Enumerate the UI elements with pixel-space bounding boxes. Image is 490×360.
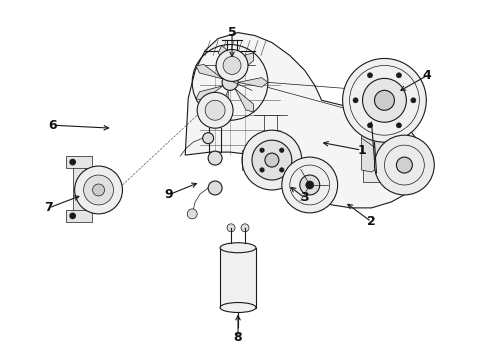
Polygon shape [73,165,85,215]
Circle shape [74,166,122,214]
Text: 6: 6 [49,119,57,132]
Circle shape [280,168,284,172]
Circle shape [396,157,413,173]
Circle shape [84,175,114,205]
Circle shape [411,98,416,103]
Circle shape [203,133,214,144]
Circle shape [197,92,233,128]
Circle shape [70,159,75,165]
Text: 8: 8 [234,331,243,344]
Polygon shape [235,53,254,76]
Circle shape [374,135,434,195]
Circle shape [353,98,358,103]
Circle shape [260,148,264,152]
Polygon shape [219,90,228,119]
Text: 2: 2 [367,215,376,228]
Polygon shape [196,64,223,79]
Circle shape [242,130,302,190]
Circle shape [368,123,372,128]
Circle shape [216,50,248,81]
Circle shape [363,78,406,122]
Text: 3: 3 [300,192,309,204]
Circle shape [208,151,222,165]
Circle shape [223,57,241,75]
Circle shape [222,75,238,90]
Polygon shape [362,125,388,172]
Circle shape [396,123,401,128]
Polygon shape [185,32,424,208]
Circle shape [396,73,401,78]
Polygon shape [219,45,228,75]
Circle shape [208,181,222,195]
Text: 9: 9 [164,188,172,202]
Polygon shape [196,86,223,100]
Circle shape [265,153,279,167]
Bar [66,210,92,222]
Text: 4: 4 [423,69,432,82]
Circle shape [241,224,249,232]
Text: 7: 7 [45,201,53,215]
Circle shape [374,90,394,110]
Ellipse shape [220,243,256,253]
Text: 1: 1 [357,144,366,157]
Circle shape [252,140,292,180]
Polygon shape [376,142,392,170]
Polygon shape [363,165,406,182]
Ellipse shape [220,302,256,312]
Circle shape [93,184,104,196]
Polygon shape [235,89,254,112]
Text: 5: 5 [228,26,237,39]
Circle shape [306,181,314,189]
Circle shape [280,148,284,152]
Circle shape [187,209,197,219]
Circle shape [70,213,75,219]
Circle shape [260,168,264,172]
Circle shape [205,100,225,120]
Polygon shape [238,78,268,87]
Bar [66,156,92,168]
Circle shape [227,224,235,232]
Circle shape [300,175,319,195]
Circle shape [343,58,426,142]
Bar [220,248,256,307]
Circle shape [282,157,338,213]
Circle shape [368,73,372,78]
